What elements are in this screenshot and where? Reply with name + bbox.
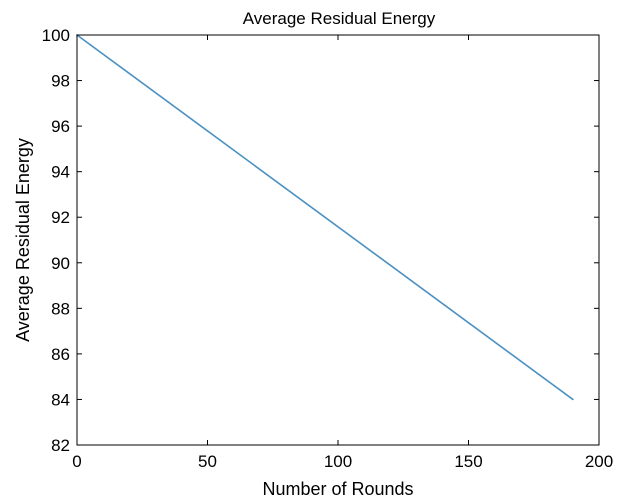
chart-title: Average Residual Energy [243, 9, 436, 28]
y-tick-label: 92 [51, 208, 70, 227]
x-tick-label: 150 [454, 452, 482, 471]
plot-area [77, 35, 599, 445]
y-tick-label: 90 [51, 254, 70, 273]
y-tick-label: 96 [51, 117, 70, 136]
x-tick-label: 50 [198, 452, 217, 471]
series-layer [76, 34, 574, 401]
y-tick-label: 98 [51, 72, 70, 91]
y-tick-label: 100 [42, 26, 70, 45]
y-axis-label: Average Residual Energy [13, 138, 33, 342]
y-tick-label: 84 [51, 390, 70, 409]
x-tick-label: 100 [324, 452, 352, 471]
y-tick-labels: 82 84 86 88 90 92 94 96 98 100 [42, 26, 70, 455]
y-tick-label: 94 [51, 163, 70, 182]
series-line [76, 34, 574, 401]
x-tick-label: 200 [585, 452, 613, 471]
y-tick-label: 82 [51, 436, 70, 455]
x-axis-label: Number of Rounds [262, 479, 413, 499]
y-tick-label: 88 [51, 299, 70, 318]
x-tick-labels: 0 50 100 150 200 [72, 452, 613, 471]
y-tick-label: 86 [51, 345, 70, 364]
x-tick-label: 0 [72, 452, 81, 471]
plot-frame [76, 34, 600, 446]
